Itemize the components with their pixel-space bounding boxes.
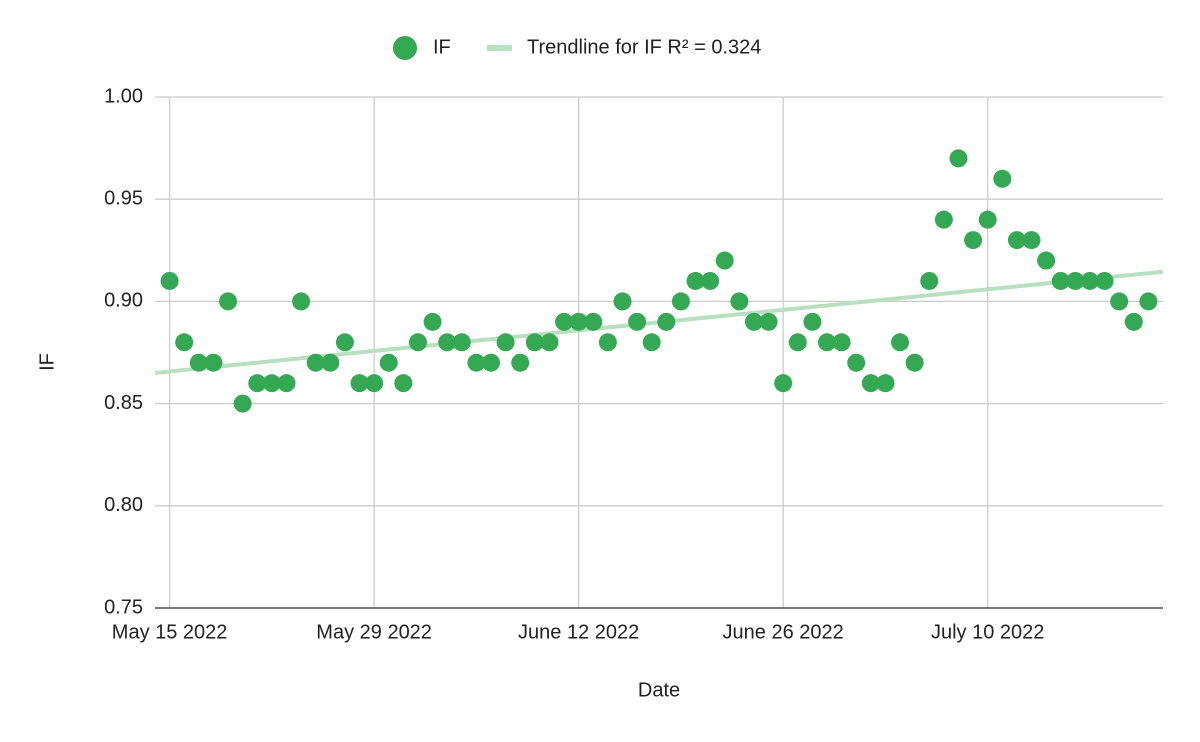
point bbox=[876, 374, 895, 393]
x-tick-label: June 26 2022 bbox=[723, 621, 844, 643]
point bbox=[832, 333, 851, 352]
point bbox=[993, 169, 1012, 188]
point bbox=[365, 374, 384, 393]
point bbox=[1080, 271, 1099, 290]
point bbox=[671, 292, 690, 311]
point bbox=[160, 271, 179, 290]
point bbox=[861, 374, 880, 393]
point bbox=[1095, 271, 1114, 290]
y-tick-label: 0.85 bbox=[104, 392, 143, 414]
point bbox=[657, 312, 676, 331]
point bbox=[1110, 292, 1129, 311]
point bbox=[262, 374, 281, 393]
point bbox=[306, 353, 325, 372]
point bbox=[321, 353, 340, 372]
point bbox=[1066, 271, 1085, 290]
x-tick-label: July 10 2022 bbox=[931, 621, 1044, 643]
point bbox=[1037, 251, 1056, 270]
x-tick-label: June 12 2022 bbox=[518, 621, 639, 643]
point bbox=[204, 353, 223, 372]
point bbox=[569, 312, 588, 331]
point bbox=[540, 333, 559, 352]
point bbox=[934, 210, 953, 229]
point bbox=[175, 333, 194, 352]
point bbox=[584, 312, 603, 331]
point bbox=[701, 271, 720, 290]
y-axis-title: IF bbox=[36, 353, 58, 371]
point bbox=[1139, 292, 1158, 311]
point bbox=[905, 353, 924, 372]
point bbox=[467, 353, 486, 372]
point bbox=[394, 374, 413, 393]
point bbox=[774, 374, 793, 393]
point bbox=[1051, 271, 1070, 290]
point bbox=[452, 333, 471, 352]
point bbox=[555, 312, 574, 331]
point bbox=[1022, 231, 1041, 250]
point bbox=[511, 353, 530, 372]
legend-swatch bbox=[393, 36, 417, 60]
point bbox=[189, 353, 208, 372]
point bbox=[233, 394, 252, 413]
point bbox=[219, 292, 238, 311]
x-tick-label: May 29 2022 bbox=[316, 621, 432, 643]
point bbox=[715, 251, 734, 270]
point bbox=[613, 292, 632, 311]
point bbox=[335, 333, 354, 352]
legend-label: IF bbox=[433, 36, 451, 58]
point bbox=[891, 333, 910, 352]
point bbox=[525, 333, 544, 352]
point bbox=[920, 271, 939, 290]
point bbox=[379, 353, 398, 372]
y-tick-label: 0.90 bbox=[104, 290, 143, 312]
x-axis-title: Date bbox=[638, 679, 680, 701]
point bbox=[408, 333, 427, 352]
point bbox=[730, 292, 749, 311]
point bbox=[628, 312, 647, 331]
point bbox=[496, 333, 515, 352]
point bbox=[686, 271, 705, 290]
y-tick-label: 0.80 bbox=[104, 494, 143, 516]
point bbox=[292, 292, 311, 311]
point bbox=[803, 312, 822, 331]
point bbox=[598, 333, 617, 352]
legend-label: Trendline for IF R² = 0.324 bbox=[527, 36, 761, 58]
point bbox=[744, 312, 763, 331]
point bbox=[423, 312, 442, 331]
point bbox=[1007, 231, 1026, 250]
point bbox=[759, 312, 778, 331]
y-tick-label: 1.00 bbox=[104, 85, 143, 107]
point bbox=[1124, 312, 1143, 331]
point bbox=[818, 333, 836, 352]
point bbox=[482, 353, 500, 372]
point bbox=[277, 374, 296, 393]
x-tick-label: May 15 2022 bbox=[112, 621, 228, 643]
point bbox=[248, 374, 267, 393]
point bbox=[847, 353, 866, 372]
point bbox=[438, 333, 457, 352]
point bbox=[350, 374, 369, 393]
point bbox=[964, 231, 983, 250]
point bbox=[788, 333, 807, 352]
point bbox=[949, 149, 968, 168]
y-tick-label: 0.75 bbox=[104, 596, 143, 618]
y-tick-label: 0.95 bbox=[104, 187, 143, 209]
point bbox=[642, 333, 661, 352]
point bbox=[978, 210, 997, 229]
